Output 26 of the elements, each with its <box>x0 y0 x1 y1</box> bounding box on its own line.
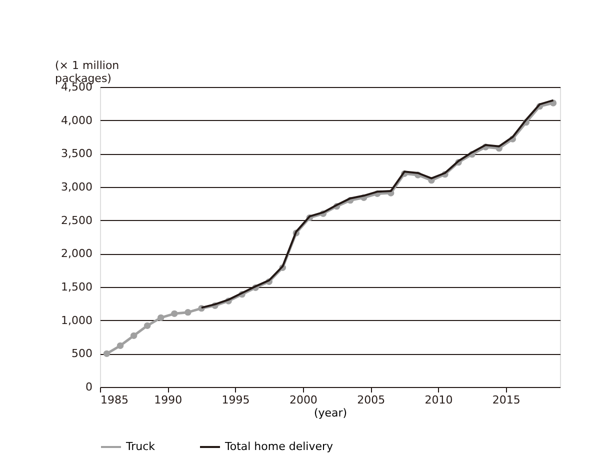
legend-label: Total home delivery <box>224 440 334 453</box>
x-tick-label: 1990 <box>154 394 182 406</box>
point <box>171 310 178 318</box>
y-tick-label: 3,500 <box>61 147 92 160</box>
x-axis-title: (year) <box>314 406 348 420</box>
legend-label: Truck <box>125 440 156 453</box>
x-tick-label: 2005 <box>357 394 386 406</box>
y-tick-label: 2,000 <box>61 247 92 260</box>
x-tick-label: 1995 <box>222 394 250 406</box>
x-tick-label: 2015 <box>492 394 520 406</box>
y-tick-label: 2,500 <box>61 214 92 227</box>
point <box>158 314 164 322</box>
point <box>144 322 151 330</box>
y-tick-label: 0 <box>86 380 92 394</box>
x-tick-label: 2000 <box>289 394 318 406</box>
y-tick-label: 4,000 <box>61 114 92 127</box>
y-tick-label: 500 <box>72 347 92 360</box>
y-tick-label: 1,500 <box>61 280 92 294</box>
point <box>184 308 192 316</box>
point <box>116 342 124 350</box>
y-tick-label: 3,000 <box>61 180 92 194</box>
point <box>103 350 110 358</box>
x-tick-label: 1985 <box>100 394 128 406</box>
x-tick-label: 2010 <box>424 394 453 406</box>
y-tick-label: 1,000 <box>61 314 92 327</box>
point <box>130 332 138 340</box>
